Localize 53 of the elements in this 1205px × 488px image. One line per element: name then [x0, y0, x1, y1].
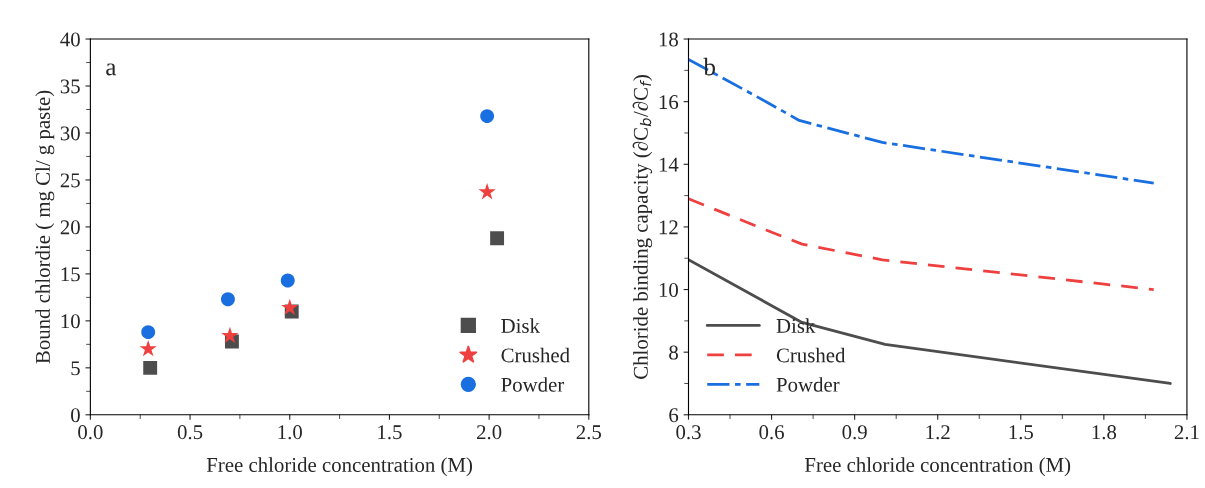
legend-label: Powder: [776, 377, 840, 392]
annotation: b: [703, 57, 715, 76]
point: [143, 360, 158, 375]
point: [280, 273, 295, 288]
y-tick-label: 12: [659, 220, 678, 235]
line-series: [688, 197, 1156, 291]
point: [480, 109, 495, 124]
x-axis-title: Free chloride concentration (M): [804, 457, 1071, 477]
y-tick-label: 6: [669, 408, 679, 423]
x-tick-label: 0.6: [759, 425, 784, 440]
x-axis-title: Free chloride concentration (M): [206, 457, 473, 477]
x-tick-label: 2.0: [477, 425, 502, 440]
point: [141, 325, 156, 340]
y-tick-label: 25: [60, 173, 80, 188]
y-axis-title: Chloride binding capacity (∂C$_{b}$/∂C$_{f}$): [632, 75, 653, 379]
point: [139, 339, 157, 357]
point: [281, 298, 299, 316]
x-tick-label: 1.8: [1092, 425, 1117, 440]
legend-label: Crushed: [501, 347, 570, 363]
x-tick-label: 0.0: [78, 425, 103, 440]
y-tick-label: 30: [60, 126, 80, 141]
x-tick-label: 1.2: [926, 425, 950, 440]
y-axis-title: Bound chlordie ( mg Cl/ g paste): [35, 90, 55, 364]
y-tick-label: 16: [659, 95, 679, 110]
point: [478, 183, 496, 200]
x-tick-label: 2.5: [576, 425, 602, 440]
legend-label: Disk: [501, 318, 540, 333]
legend-label: Powder: [501, 377, 565, 392]
x-tick-label: 1.5: [1009, 425, 1033, 440]
y-tick-label: 18: [659, 32, 678, 47]
line-series: [688, 58, 1156, 185]
legend-label: Disk: [776, 318, 816, 333]
legend-label: Crushed: [776, 347, 846, 363]
x-tick-label: 1.0: [278, 425, 302, 440]
y-tick-label: 8: [669, 345, 678, 360]
x-tick-label: 0.3: [676, 425, 701, 440]
x-tick-label: 1.5: [378, 425, 402, 440]
x-tick-label: 2.1: [1174, 425, 1199, 440]
y-tick-label: 15: [61, 267, 80, 282]
x-tick-label: 0.9: [842, 425, 867, 440]
y-tick-label: 20: [60, 220, 80, 235]
point: [221, 326, 239, 344]
y-tick-label: 40: [60, 32, 80, 47]
y-tick-label: 14: [659, 157, 679, 172]
y-tick-label: 5: [71, 361, 80, 376]
y-tick-label: 35: [60, 79, 80, 94]
point: [221, 292, 235, 307]
point: [490, 231, 505, 246]
annotation: a: [106, 63, 117, 76]
y-tick-label: 10: [61, 314, 80, 329]
x-tick-label: 0.5: [177, 425, 203, 440]
y-tick-label: 0: [71, 408, 80, 423]
y-tick-label: 10: [659, 282, 678, 297]
